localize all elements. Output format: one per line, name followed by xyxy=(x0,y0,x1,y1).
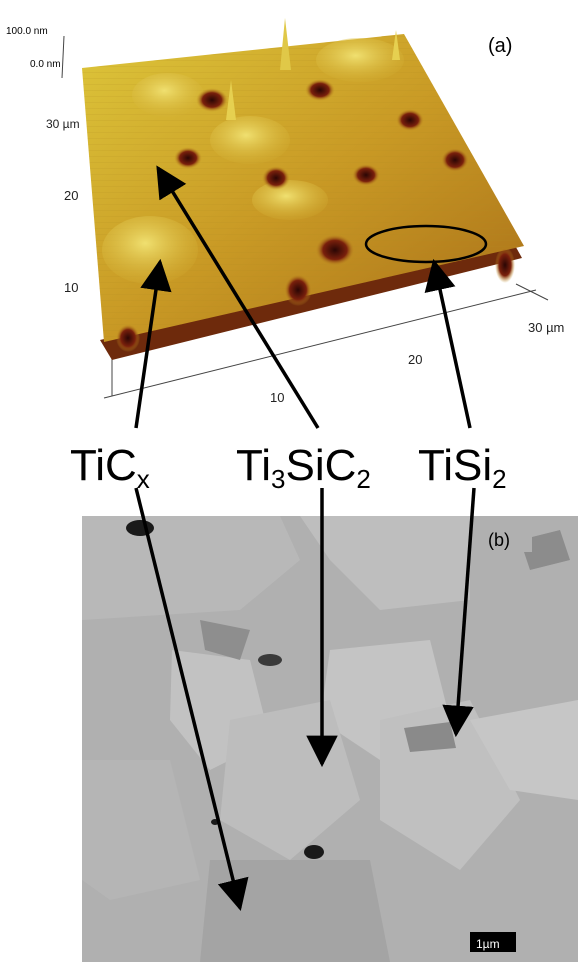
spike xyxy=(226,80,236,120)
z-axis-line xyxy=(61,35,65,79)
pore xyxy=(304,845,324,859)
label-ticx: TiCx xyxy=(70,441,150,494)
z-top-label: 100.0 nm xyxy=(6,26,48,37)
panel-a-afm: 100.0 nm 0.0 nm 30 µm 20 10 10 20 30 µm … xyxy=(6,18,564,405)
label-tisi2: TiSi2 xyxy=(418,441,507,494)
plateau-1 xyxy=(132,73,204,117)
arrow-tisi2-down xyxy=(442,487,476,738)
pore xyxy=(126,520,154,536)
x-axis-line xyxy=(103,289,537,399)
panel-b-label-bg xyxy=(480,524,532,552)
tic-dark-grain xyxy=(200,860,390,962)
pit xyxy=(315,234,355,266)
plateau-4 xyxy=(252,180,328,220)
arrow-ticx-up xyxy=(134,258,172,429)
grain xyxy=(470,700,578,800)
spike xyxy=(392,30,400,60)
x-tick-30: 30 µm xyxy=(528,320,564,335)
y-tick-10: 10 xyxy=(64,280,78,295)
grain xyxy=(82,760,200,900)
tic-plateau xyxy=(102,216,198,284)
tisi2-pocket xyxy=(520,530,570,570)
arrow-tisi2-up xyxy=(424,258,472,429)
pit xyxy=(116,324,140,352)
grain xyxy=(300,516,470,610)
scale-bar xyxy=(470,932,516,952)
phase-labels: TiCx Ti3SiC2 TiSi2 xyxy=(70,441,507,494)
panel-b-sem: (b) 1µm xyxy=(82,516,578,962)
x-axis-end-line xyxy=(515,283,549,301)
arrow-ticx-down xyxy=(134,487,249,912)
pit xyxy=(441,148,469,172)
x-tick-10: 10 xyxy=(270,390,284,405)
pore xyxy=(258,654,282,666)
x-tick-20: 20 xyxy=(408,352,422,367)
arrows xyxy=(134,165,476,912)
panel-a-label: (a) xyxy=(488,35,512,57)
y-tick-20: 20 xyxy=(64,188,78,203)
spike xyxy=(280,18,291,70)
plateau-2 xyxy=(210,116,290,164)
pit xyxy=(495,247,515,283)
z-zero-label: 0.0 nm xyxy=(30,59,61,70)
pit xyxy=(262,166,290,190)
arrow-ti3sic2-up xyxy=(156,165,320,429)
scale-bar-label: 1µm xyxy=(476,937,500,951)
label-ti3sic2: Ti3SiC2 xyxy=(236,441,371,494)
pit xyxy=(196,88,228,112)
tisi2-pocket xyxy=(200,620,250,660)
pit xyxy=(352,164,380,186)
pit xyxy=(284,274,312,306)
pit xyxy=(396,109,424,131)
y-tick-30: 30 µm xyxy=(46,117,80,131)
pit xyxy=(174,147,202,169)
panel-b-label: (b) xyxy=(488,530,510,550)
grain xyxy=(82,516,300,620)
plateau-3 xyxy=(316,38,404,82)
pit xyxy=(305,79,335,101)
